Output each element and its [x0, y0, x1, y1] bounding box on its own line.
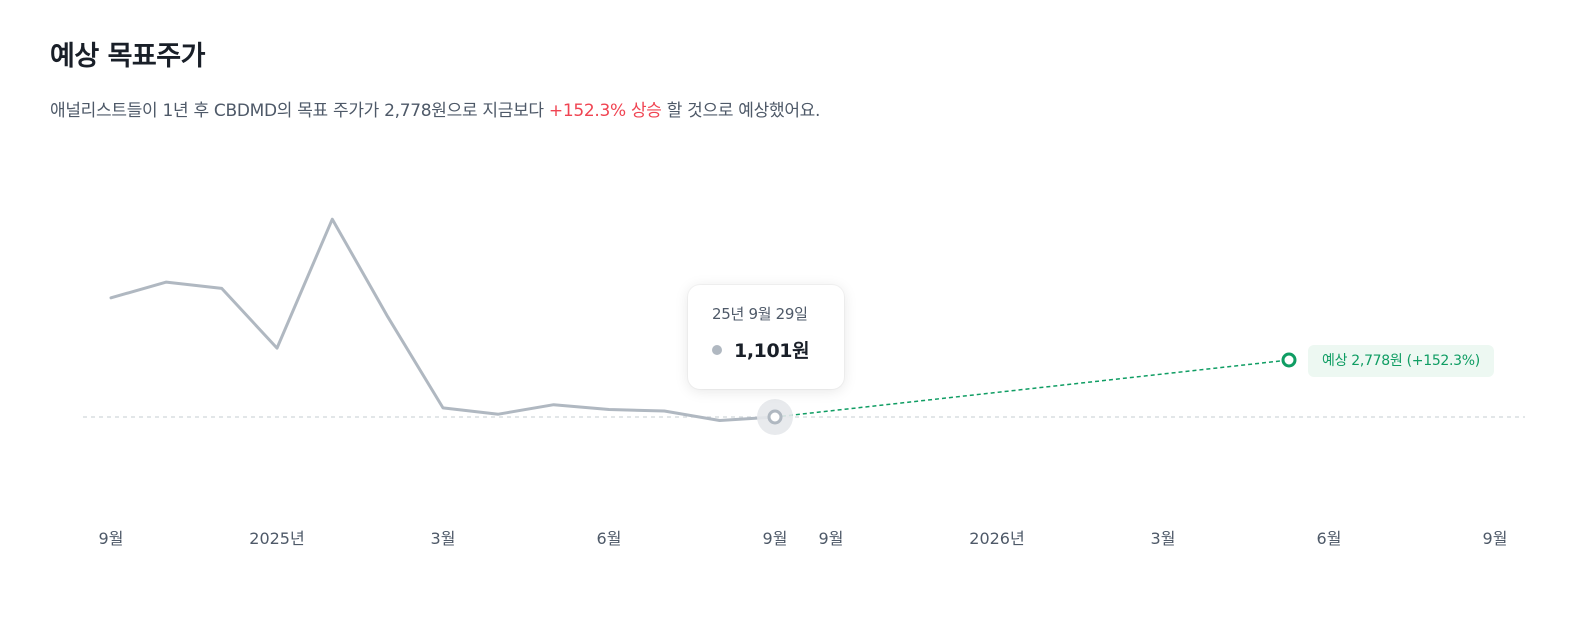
price-tooltip: 25년 9월 29일 1,101원 — [688, 285, 844, 389]
x-tick-label: 6월 — [1317, 529, 1342, 548]
history-price-line — [109, 217, 777, 422]
target-price-point[interactable] — [1281, 352, 1297, 368]
target-projection-line — [774, 359, 1290, 418]
x-tick-label: 9월 — [1483, 529, 1508, 548]
desc-prefix: 애널리스트들이 1년 후 CBDMD의 목표 주가가 2,778원으로 지금보다 — [50, 101, 549, 121]
target-price-badge: 예상 2,778원 (+152.3%) — [1308, 345, 1494, 377]
x-tick-label: 3월 — [431, 529, 456, 548]
tooltip-value-row: 1,101원 — [712, 336, 844, 363]
series-dot-icon — [712, 344, 722, 355]
x-tick-label: 9월 — [99, 529, 124, 548]
desc-highlight: +152.3% 상승 — [548, 101, 662, 121]
x-axis-ticks: 9월 2025년 3월 6월 9월 9월 2026년 3월 6월 9월 — [99, 529, 1508, 548]
x-tick-label: 6월 — [597, 529, 622, 548]
x-tick-label: 2025년 — [249, 529, 304, 548]
x-tick-label: 9월 — [763, 529, 788, 548]
tooltip-value: 1,101원 — [734, 340, 810, 362]
x-tick-label: 9월 — [819, 529, 844, 548]
x-tick-label: 2026년 — [969, 529, 1024, 548]
page-title: 예상 목표주가 — [50, 41, 205, 72]
desc-suffix: 할 것으로 예상했어요. — [661, 101, 821, 121]
target-description: 애널리스트들이 1년 후 CBDMD의 목표 주가가 2,778원으로 지금보다… — [50, 96, 820, 121]
current-price-point[interactable] — [767, 409, 783, 425]
x-tick-label: 3월 — [1151, 529, 1176, 548]
tooltip-date: 25년 9월 29일 — [712, 305, 808, 323]
